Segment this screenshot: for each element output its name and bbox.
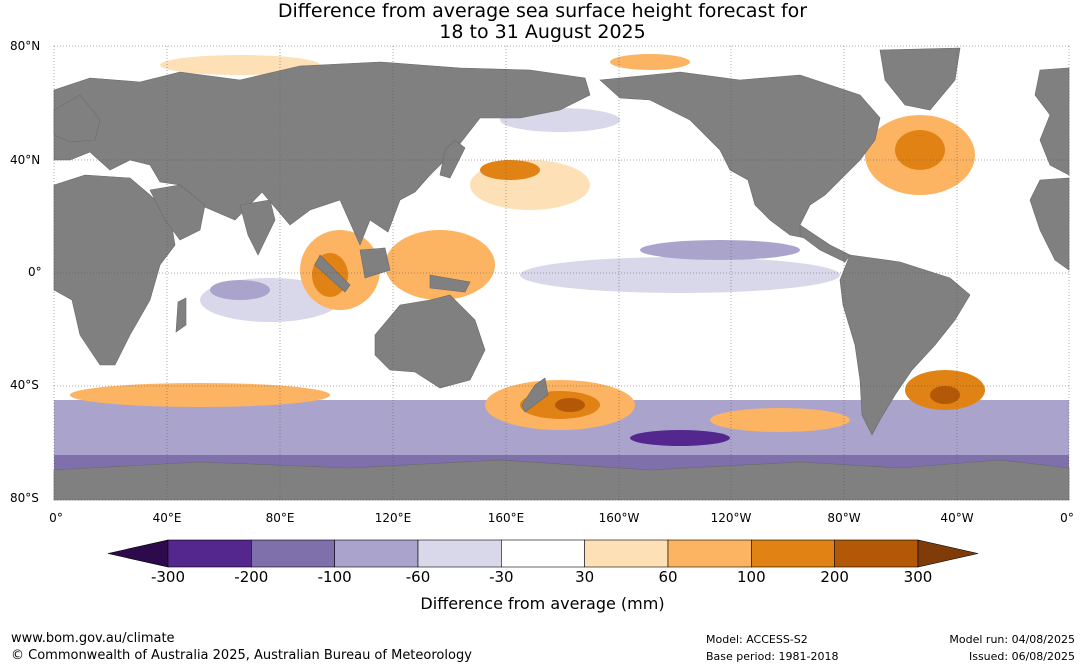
tasman-peak <box>555 398 585 412</box>
africa-land <box>53 174 176 366</box>
colour-bar-tick-label: 300 <box>903 568 933 586</box>
equatorial-pacific-purple <box>520 257 840 293</box>
footer-model: Model: ACCESS-S2 <box>706 633 808 646</box>
colour-bar-segment <box>334 539 419 568</box>
colour-bar-tick-label: 100 <box>737 568 766 586</box>
central-america-land <box>799 224 851 263</box>
madagascar-land <box>175 297 187 333</box>
gulf-stream-core <box>895 130 945 170</box>
colour-bar-tick-label: -60 <box>405 568 431 586</box>
arctic-orange <box>610 54 690 70</box>
west-pacific-orange <box>385 230 495 300</box>
colour-bar-segment <box>834 539 919 568</box>
equatorial-pacific-purple-core <box>640 240 800 260</box>
colour-bar-tick-label: 30 <box>575 568 595 586</box>
lon-label-40w: 40°W <box>940 511 974 525</box>
graticule <box>53 45 1070 501</box>
lon-label-80w: 80°W <box>827 511 861 525</box>
lon-label-160w: 160°W <box>598 511 640 525</box>
south-pacific-deep-anomaly <box>630 430 730 446</box>
kuroshio-core <box>480 160 540 180</box>
sumatra-land <box>314 254 351 293</box>
antarctica-land <box>53 459 1070 501</box>
scandinavia-land <box>53 94 101 143</box>
lon-label-160e: 160°E <box>487 511 525 525</box>
colour-bar-title: Difference from average (mm) <box>420 594 665 613</box>
colour-bar-segment <box>501 539 585 568</box>
colour-bar-extension-high <box>917 539 979 568</box>
indian-ocean-purple-core <box>210 280 270 300</box>
map-title-line2: 18 to 31 August 2025 <box>439 21 646 43</box>
greenland-land <box>879 47 961 111</box>
colour-bar-segment <box>167 539 252 568</box>
lon-label-120w: 120°W <box>710 511 752 525</box>
lat-label-80n: 80°N <box>10 39 41 53</box>
negative-anomaly-regions <box>54 108 1069 475</box>
footer-base-period: Base period: 1981-2018 <box>706 650 839 663</box>
borneo-land <box>359 247 391 279</box>
lat-label-80s: 80°S <box>10 491 39 505</box>
lat-label-40n: 40°N <box>10 153 41 167</box>
lon-label-0-east: 0° <box>1060 511 1074 525</box>
lon-label-120e: 120°E <box>374 511 412 525</box>
lon-label-0-west: 0° <box>49 511 63 525</box>
colour-bar-tick-label: -30 <box>489 568 514 586</box>
lon-label-40e: 40°E <box>152 511 182 525</box>
colour-bar-extension-low <box>107 539 169 568</box>
india-land <box>239 199 276 256</box>
colour-bar-segment <box>667 539 752 568</box>
footer-website[interactable]: www.bom.gov.au/climate <box>11 631 175 646</box>
map-title-line1: Difference from average sea surface heig… <box>277 0 808 22</box>
lat-label-0: 0° <box>28 265 42 279</box>
colour-bar-tick-label: 60 <box>658 568 678 586</box>
footer-model-run: Model run: 04/08/2025 <box>949 633 1075 646</box>
new-guinea-land <box>429 274 471 293</box>
lon-label-80e: 80°E <box>265 511 295 525</box>
australia-land <box>374 294 486 389</box>
colour-bar-tick-label: -100 <box>317 568 352 586</box>
colour-bar-segment <box>584 539 669 568</box>
south-america-land <box>839 254 971 436</box>
colour-bar-tick-label: 200 <box>820 568 849 586</box>
lat-label-40s: 40°S <box>10 378 39 392</box>
colour-bar-segment <box>251 539 335 568</box>
colour-bar-tick-label: -200 <box>234 568 269 586</box>
southern-indian-orange <box>70 383 330 407</box>
new-zealand-land <box>521 377 549 413</box>
eurasia-land <box>53 61 591 246</box>
arabia-land <box>149 184 206 241</box>
south-atlantic-core <box>930 386 960 404</box>
land-masses <box>53 47 1070 501</box>
footer-issued: Issued: 06/08/2025 <box>968 650 1075 663</box>
colour-bar-segment <box>417 539 502 568</box>
colour-bar-tick-label: -300 <box>150 568 186 586</box>
south-pacific-orange <box>710 408 850 432</box>
colour-bar-segment <box>751 539 835 568</box>
japan-land <box>439 139 466 179</box>
footer-copyright: © Commonwealth of Australia 2025, Austra… <box>11 648 472 663</box>
sea-surface-height-map <box>53 45 1070 501</box>
